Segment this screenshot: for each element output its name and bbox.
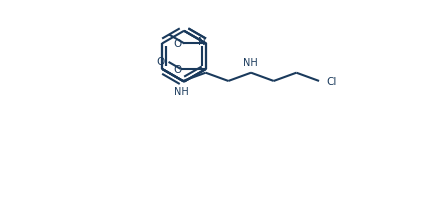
Text: Cl: Cl — [326, 77, 336, 87]
Text: O: O — [173, 39, 181, 49]
Text: O: O — [173, 64, 182, 75]
Text: NH: NH — [243, 58, 257, 68]
Text: O: O — [157, 57, 165, 67]
Text: N: N — [198, 37, 205, 47]
Text: NH: NH — [174, 86, 189, 96]
